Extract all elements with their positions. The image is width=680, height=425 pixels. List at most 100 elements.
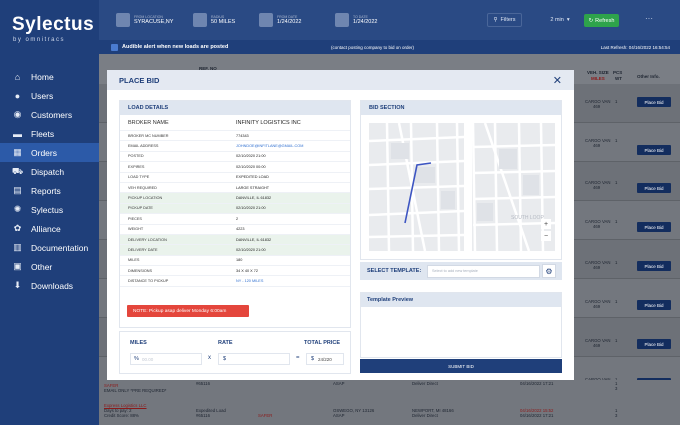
detail-row-distance: DISTANCE TO PICKUP NY - 120 MILES (120, 276, 350, 287)
place-bid-button[interactable]: Place Bid (637, 339, 671, 349)
pcs-cell: 1 (615, 219, 618, 224)
safer-link[interactable]: SAFER (258, 413, 273, 418)
place-bid-button[interactable]: Place Bid (637, 145, 671, 155)
logo-subtitle: by omnitracs (13, 37, 66, 43)
wt-cell: 469 (593, 265, 601, 270)
sidebar-item-fleets[interactable]: ▬ Fleets (0, 124, 99, 143)
radius-filter[interactable]: RADIUS 50 MILES (193, 10, 235, 30)
logo[interactable]: Sylectus by omnitracs (0, 0, 99, 55)
sidebar-item-customers[interactable]: ◉ Customers (0, 105, 99, 124)
col-other: Other Info. (637, 74, 660, 79)
sidebar-item-label: Dispatch (31, 166, 65, 177)
gear-icon[interactable]: ⚙ (542, 264, 556, 278)
sidebar-item-label: Documentation (31, 242, 89, 253)
detail-row-miles: MILES 180 (120, 256, 350, 267)
total-price-value: 24/220 (318, 356, 332, 362)
detail-value: INFINITY LOGISTICS INC (236, 119, 301, 126)
company-link[interactable]: Express Logistics LLC (104, 403, 147, 408)
detail-row-pickup-date: PICKUP DATE 02/10/2020 21:00 (120, 203, 350, 215)
origin-cell: OSWEGO, NY 13126 (333, 408, 375, 413)
sidebar-item-downloads[interactable]: ⬇ Downloads (0, 276, 99, 295)
detail-label: VEH REQUIRED (128, 185, 157, 190)
bid-section-header: BID SECTION (361, 101, 561, 115)
template-selector: SELECT TEMPLATE: Select to add new templ… (360, 262, 562, 280)
place-bid-button[interactable]: Place Bid (637, 261, 671, 271)
detail-value: 02/10/2020 21:00 (236, 247, 266, 252)
submit-bid-button[interactable]: SUBMIT BID (360, 359, 562, 373)
customers-icon: ◉ (13, 109, 22, 119)
place-bid-button[interactable]: Place Bid (637, 222, 671, 232)
wt-cell: 469 (593, 143, 601, 148)
filters-button[interactable]: ⚲ Filters (487, 13, 522, 27)
alert-bar: Audible alert when new loads are posted … (99, 40, 680, 54)
place-bid-button[interactable]: Place Bid (637, 97, 671, 107)
alliance-icon: ✿ (13, 223, 22, 233)
detail-label: PIECES (128, 216, 142, 221)
refresh-button[interactable]: ↻ Refresh (584, 14, 619, 27)
rate-input[interactable]: $ (218, 353, 290, 365)
reports-icon: ▤ (13, 185, 22, 195)
veh-cell: CARGO VAN (585, 377, 610, 382)
detail-value: NY - 120 MILES (236, 279, 264, 284)
sidebar-item-alliance[interactable]: ✿ Alliance (0, 219, 99, 238)
svg-text:SOUTH LOOP: SOUTH LOOP (511, 215, 544, 221)
sidebar-item-home[interactable]: ⌂ Home (0, 67, 99, 86)
zoom-in-button[interactable]: + (541, 219, 551, 229)
from-location-filter[interactable]: FROM LOCATION SYRACUSE,NY (116, 10, 173, 30)
sidebar-nav: ⌂ Home ● Users ◉ Customers ▬ Fleets ▦ Orders … (0, 67, 99, 295)
refresh-label: Refresh (595, 17, 615, 24)
modal-header: PLACE BID (107, 70, 574, 90)
place-bid-button[interactable]: Place Bid (637, 183, 671, 193)
email-link[interactable]: JOHNDOE@INFITLANE@GMAIL.COM (236, 144, 304, 149)
detail-label: PICKUP LOCATION (128, 196, 163, 201)
detail-label: DELIVERY DATE (128, 247, 158, 252)
sidebar-item-other[interactable]: ▣ Other (0, 257, 99, 276)
close-icon[interactable]: ✕ (552, 75, 562, 87)
location-icon (116, 13, 130, 27)
veh-cell: CARGO VAN (585, 338, 611, 343)
table-bottom-rows: SAFER EMAIL ONLY *PRE REQUIRED* #65116 A… (99, 380, 680, 425)
detail-label: MILES (128, 258, 140, 263)
asap-cell: ASAP (333, 413, 345, 418)
from-date-filter[interactable]: FROM DATE 1/24/2022 (259, 10, 301, 30)
sidebar-item-users[interactable]: ● Users (0, 86, 99, 105)
sidebar-item-label: Downloads (31, 280, 74, 291)
date-cell: 04/16/2022 17:21 (520, 413, 554, 418)
detail-row-dimensions: DIMENSIONS 34 x 40 x 72 (120, 266, 350, 277)
sidebar-item-reports[interactable]: ▤ Reports (0, 181, 99, 200)
refresh-interval-select[interactable]: 2 min ▾ (545, 13, 575, 27)
sidebar-item-orders[interactable]: ▦ Orders (0, 143, 99, 162)
sidebar-item-label: Fleets (31, 128, 55, 139)
template-input[interactable]: Select to add new template (427, 264, 540, 278)
to-date-filter[interactable]: TO DATE 1/24/2022 (335, 10, 377, 30)
wt-cell: 469 (593, 343, 601, 348)
orders-icon: ▦ (13, 147, 22, 157)
pcs-cell: 1 (615, 408, 618, 413)
audible-alert-checkbox[interactable] (111, 43, 118, 51)
detail-label: DELIVERY LOCATION (128, 237, 167, 242)
detail-value: 02/10/2020 00:00 (236, 164, 266, 169)
detail-label: EXPIRES (128, 164, 145, 169)
sidebar-item-dispatch[interactable]: ⛟ Dispatch (0, 162, 99, 181)
detail-value: DANVILLE, IL 61832 (236, 196, 272, 201)
more-menu-icon[interactable]: ··· (645, 14, 653, 23)
miles-input[interactable]: % 00.00 (130, 353, 202, 365)
sidebar-item-sylectus[interactable]: ✺ Sylectus (0, 200, 99, 219)
col-wt: WT (615, 76, 622, 81)
interval-value: 2 min (550, 17, 564, 23)
radius-icon (193, 13, 207, 27)
place-bid-button[interactable]: Place Bid (637, 300, 671, 310)
detail-label: EMAIL ADDRESS (128, 144, 159, 149)
sidebar-item-documentation[interactable]: ▥ Documentation (0, 238, 99, 257)
detail-row-mc: BROKER MC NUMBER 774343 (120, 131, 350, 142)
type-cell: Deliver Direct (412, 413, 438, 418)
route-map[interactable]: SOUTH LOOP + − (369, 123, 555, 251)
filter-value: SYRACUSE,NY (134, 19, 174, 25)
download-icon: ⬇ (13, 280, 22, 290)
detail-value: DANVILLE, IL 61832 (236, 237, 272, 242)
users-icon: ● (14, 90, 21, 101)
company-link[interactable]: SAFER (104, 383, 119, 388)
type-cell: Deliver Direct (412, 381, 438, 386)
total-price-label: TOTAL PRICE (304, 340, 341, 346)
zoom-out-button[interactable]: − (541, 231, 551, 241)
